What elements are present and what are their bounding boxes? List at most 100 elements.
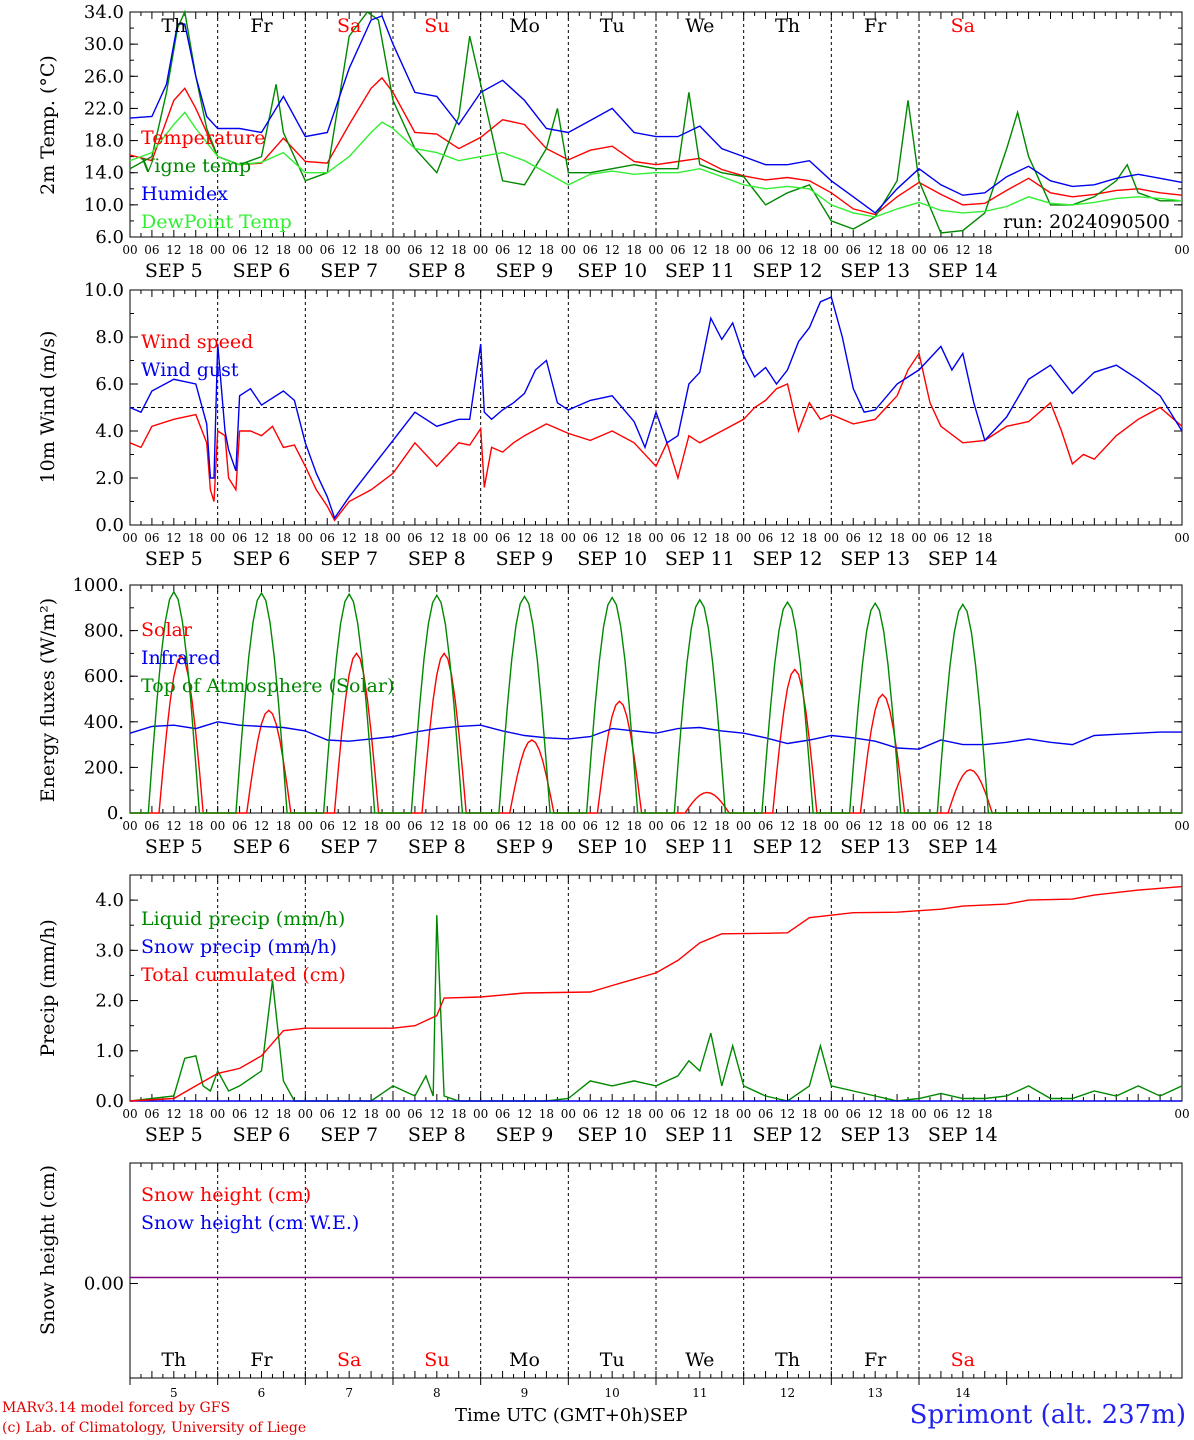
x-tick-label: 00 [561,819,576,833]
x-tick-label: 00 [122,243,137,257]
y-tick-label: 18.0 [84,131,124,152]
day-label: Tu [600,15,625,37]
day-label: Fr [250,1349,273,1371]
x-tick-label: 18 [626,1107,641,1121]
x-tick-label: 06 [758,819,773,833]
date-label: SEP 12 [753,548,823,570]
x-tick-label: 00 [473,819,488,833]
x-tick-label: 00 [122,819,137,833]
x-tick-label: 12 [780,819,795,833]
x-tick-label: 06 [495,531,510,545]
date-label: SEP 7 [320,548,378,570]
legend-entry: Top of Atmosphere (Solar) [141,675,394,697]
x-tick-label: 00 [298,531,313,545]
x-tick-label: 00 [736,243,751,257]
x-tick-label: 18 [977,819,992,833]
x-tick-label: 18 [276,819,291,833]
x-tick-label: 06 [670,531,685,545]
x-tick-label: 06 [320,1107,335,1121]
x-tick-label: 06 [583,243,598,257]
legend-entry: Humidex [141,183,228,205]
y-tick-label: 2.0 [95,991,124,1012]
x-tick-label: 00 [122,531,137,545]
x-tick-label: 12 [517,531,532,545]
date-number: 6 [258,1386,266,1400]
x-tick-label: 00 [911,531,926,545]
x-tick-label: 18 [276,531,291,545]
y-tick-label: 400. [84,712,124,733]
x-tick-label: 12 [955,1107,970,1121]
x-tick-label: 18 [188,1107,203,1121]
legend-entry: Solar [141,619,193,641]
x-tick-label: 06 [846,243,861,257]
x-tick-label: 18 [188,531,203,545]
x-tick-label: 00 [1174,243,1189,257]
x-tick-label: 18 [188,243,203,257]
x-tick-label: 12 [166,1107,181,1121]
x-tick-label: 06 [758,531,773,545]
legend-entry: Liquid precip (mm/h) [141,908,345,930]
x-tick-label: 00 [736,531,751,545]
x-tick-label: 18 [451,243,466,257]
y-tick-label: 0.0 [95,1091,124,1112]
x-tick-label: 12 [429,1107,444,1121]
date-label: SEP 14 [928,548,998,570]
date-number: 13 [868,1386,883,1400]
date-label: SEP 14 [928,1124,998,1146]
day-label: We [685,15,714,37]
x-tick-label: 18 [539,243,554,257]
x-tick-label: 12 [868,243,883,257]
x-tick-label: 00 [561,531,576,545]
date-label: SEP 11 [665,836,735,858]
x-tick-label: 00 [824,243,839,257]
date-label: SEP 7 [320,260,378,282]
x-tick-label: 00 [736,1107,751,1121]
day-label: Fr [864,15,887,37]
x-tick-label: 06 [933,243,948,257]
x-tick-label: 18 [276,243,291,257]
x-tick-label: 18 [363,531,378,545]
series-line-vigne-temp [129,9,1182,234]
x-tick-label: 12 [429,531,444,545]
x-tick-label: 12 [166,243,181,257]
y-axis-label: Precip (mm/h) [37,919,59,1057]
day-label: Mo [509,15,540,37]
date-label: SEP 5 [145,1124,203,1146]
x-tick-label: 06 [846,1107,861,1121]
footer-axis-text: Time UTC (GMT+0h) [455,1405,650,1426]
x-tick-label: 00 [561,1107,576,1121]
series-line-temperature [129,76,1183,216]
date-label: SEP 11 [665,548,735,570]
day-label: Su [424,1349,449,1371]
footer-model: MARv3.14 model forced by GFS [2,1400,231,1416]
date-label: SEP 5 [145,548,203,570]
date-number: 8 [433,1386,441,1400]
x-tick-label: 00 [824,819,839,833]
y-axis-label: 2m Temp. (°C) [37,55,59,195]
date-label: SEP 9 [496,260,554,282]
x-tick-label: 06 [758,1107,773,1121]
x-tick-label: 00 [911,243,926,257]
station-name: Sprimont (alt. 237m) [909,1400,1186,1430]
x-tick-label: 06 [933,531,948,545]
legend-entry: Snow precip (mm/h) [141,936,337,958]
date-number: 10 [605,1386,620,1400]
x-tick-label: 18 [802,819,817,833]
legend-entry: Total cumulated (cm) [141,964,346,986]
x-tick-label: 00 [824,1107,839,1121]
x-tick-label: 18 [889,531,904,545]
series-line-infrared [129,721,1182,750]
y-tick-label: 800. [84,621,124,642]
x-tick-label: 06 [407,1107,422,1121]
x-tick-label: 06 [144,531,159,545]
date-label: SEP 10 [577,1124,647,1146]
x-tick-label: 18 [802,1107,817,1121]
footer-month: SEP [649,1405,688,1426]
x-tick-label: 18 [626,531,641,545]
x-tick-label: 00 [736,819,751,833]
x-tick-label: 12 [780,531,795,545]
x-tick-label: 18 [539,1107,554,1121]
x-tick-label: 12 [868,531,883,545]
day-label: Sa [951,1349,975,1371]
